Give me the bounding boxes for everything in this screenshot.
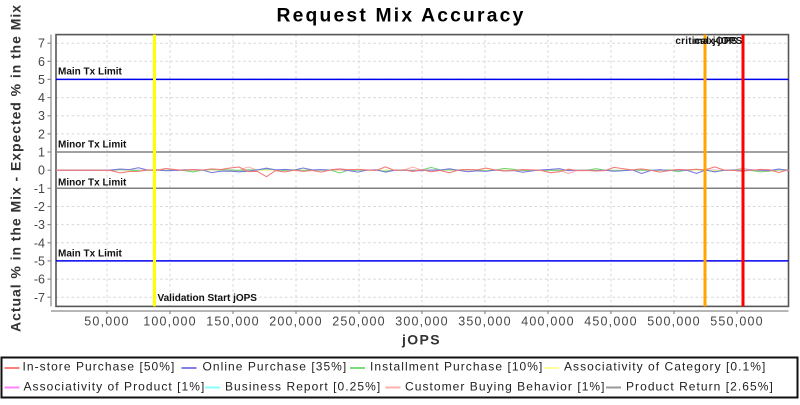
svg-text:Main Tx Limit: Main Tx Limit <box>58 249 123 260</box>
svg-text:-1: -1 <box>34 182 45 196</box>
svg-text:5: 5 <box>38 73 45 87</box>
svg-text:Associativity of Product [1%]: Associativity of Product [1%] <box>24 380 206 394</box>
svg-text:3: 3 <box>38 109 45 123</box>
svg-text:max-jOPS: max-jOPS <box>694 36 743 47</box>
svg-text:Associativity of Category [0.1: Associativity of Category [0.1%] <box>564 360 766 374</box>
svg-text:-2: -2 <box>34 200 45 214</box>
svg-text:350,000: 350,000 <box>458 315 512 329</box>
svg-text:Customer Buying Behavior [1%]: Customer Buying Behavior [1%] <box>405 380 606 394</box>
svg-text:-4: -4 <box>34 236 45 250</box>
svg-text:550,000: 550,000 <box>710 315 764 329</box>
svg-text:-3: -3 <box>34 218 45 232</box>
svg-text:critical-jOPS: critical-jOPS <box>675 36 737 47</box>
svg-text:7: 7 <box>38 37 45 51</box>
svg-text:Product Return [2.65%]: Product Return [2.65%] <box>626 380 774 394</box>
svg-text:-5: -5 <box>34 254 45 268</box>
svg-text:Validation Start jOPS: Validation Start jOPS <box>158 293 258 304</box>
svg-text:200,000: 200,000 <box>269 315 323 329</box>
svg-text:jOPS: jOPS <box>401 332 441 348</box>
svg-text:150,000: 150,000 <box>206 315 260 329</box>
svg-text:Online Purchase [35%]: Online Purchase [35%] <box>203 360 348 374</box>
svg-text:Minor Tx Limit: Minor Tx Limit <box>58 140 127 151</box>
svg-text:Actual % in the Mix - Expected: Actual % in the Mix - Expected % in the … <box>8 4 24 332</box>
svg-text:0: 0 <box>38 164 45 178</box>
svg-text:Minor Tx Limit: Minor Tx Limit <box>58 178 127 189</box>
svg-text:500,000: 500,000 <box>647 315 701 329</box>
svg-text:-7: -7 <box>34 291 45 305</box>
svg-text:Installment Purchase [10%]: Installment Purchase [10%] <box>370 360 543 374</box>
svg-text:Main Tx Limit: Main Tx Limit <box>58 67 123 78</box>
svg-text:400,000: 400,000 <box>521 315 575 329</box>
svg-text:1: 1 <box>38 146 45 160</box>
svg-text:4: 4 <box>38 91 45 105</box>
svg-text:50,000: 50,000 <box>84 315 129 329</box>
svg-text:250,000: 250,000 <box>332 315 386 329</box>
svg-text:In-store Purchase [50%]: In-store Purchase [50%] <box>23 360 176 374</box>
svg-text:Business Report [0.25%]: Business Report [0.25%] <box>225 380 381 394</box>
svg-text:Request Mix Accuracy: Request Mix Accuracy <box>276 6 525 27</box>
svg-text:6: 6 <box>38 55 45 69</box>
svg-text:2: 2 <box>38 127 45 141</box>
svg-text:100,000: 100,000 <box>143 315 197 329</box>
svg-text:450,000: 450,000 <box>584 315 638 329</box>
svg-text:300,000: 300,000 <box>395 315 449 329</box>
svg-text:-6: -6 <box>34 273 45 287</box>
